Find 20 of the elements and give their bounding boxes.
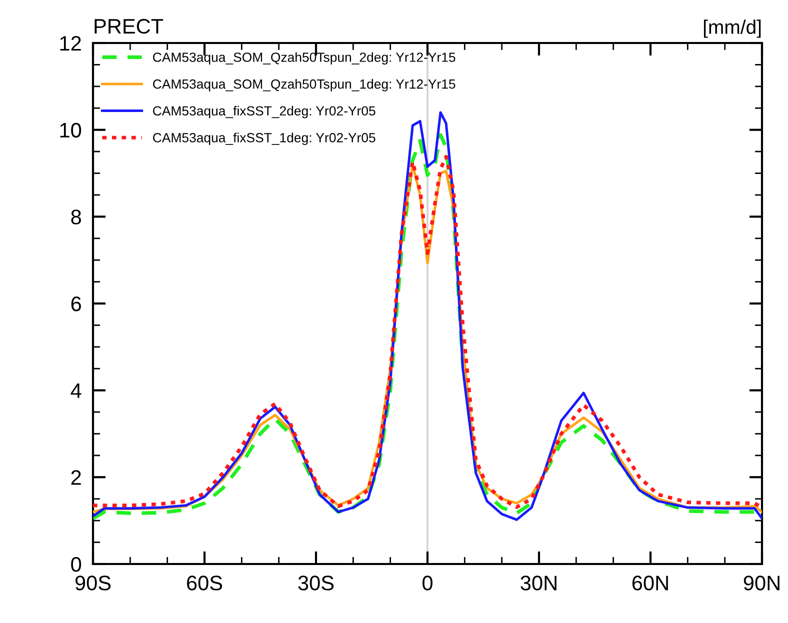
- legend-label: CAM53aqua_SOM_Qzah50Tspun_1deg: Yr12-Yr15: [153, 79, 456, 92]
- x-tick-label: 90S: [75, 576, 111, 590]
- y-tick-label: 12: [60, 36, 81, 51]
- x-tick-label: 60N: [632, 576, 668, 590]
- legend-label: CAM53aqua_SOM_Qzah50Tspun_2deg: Yr12-Yr15: [153, 52, 456, 65]
- y-tick-label: 4: [70, 384, 82, 398]
- y-tick-label: 6: [71, 296, 81, 312]
- x-tick-label: 60S: [187, 576, 222, 590]
- legend-label: CAM53aqua_fixSST_1deg: Yr02-Yr05: [153, 132, 376, 145]
- x-tick-label: 90N: [744, 576, 780, 590]
- x-tick-label: 0: [422, 576, 432, 590]
- legend-label: CAM53aqua_fixSST_2deg: Yr02-Yr05: [153, 106, 376, 118]
- x-tick-label: 30N: [520, 576, 556, 590]
- chart-title: PRECT: [94, 18, 164, 34]
- y-tick-label: 8: [71, 210, 81, 224]
- x-tick-label: 30S: [298, 576, 334, 590]
- y-axis-title: [mm/d]: [704, 20, 761, 38]
- y-tick-label: 10: [60, 122, 82, 138]
- y-tick-label: 2: [71, 470, 81, 485]
- y-tick-label: 0: [71, 557, 82, 572]
